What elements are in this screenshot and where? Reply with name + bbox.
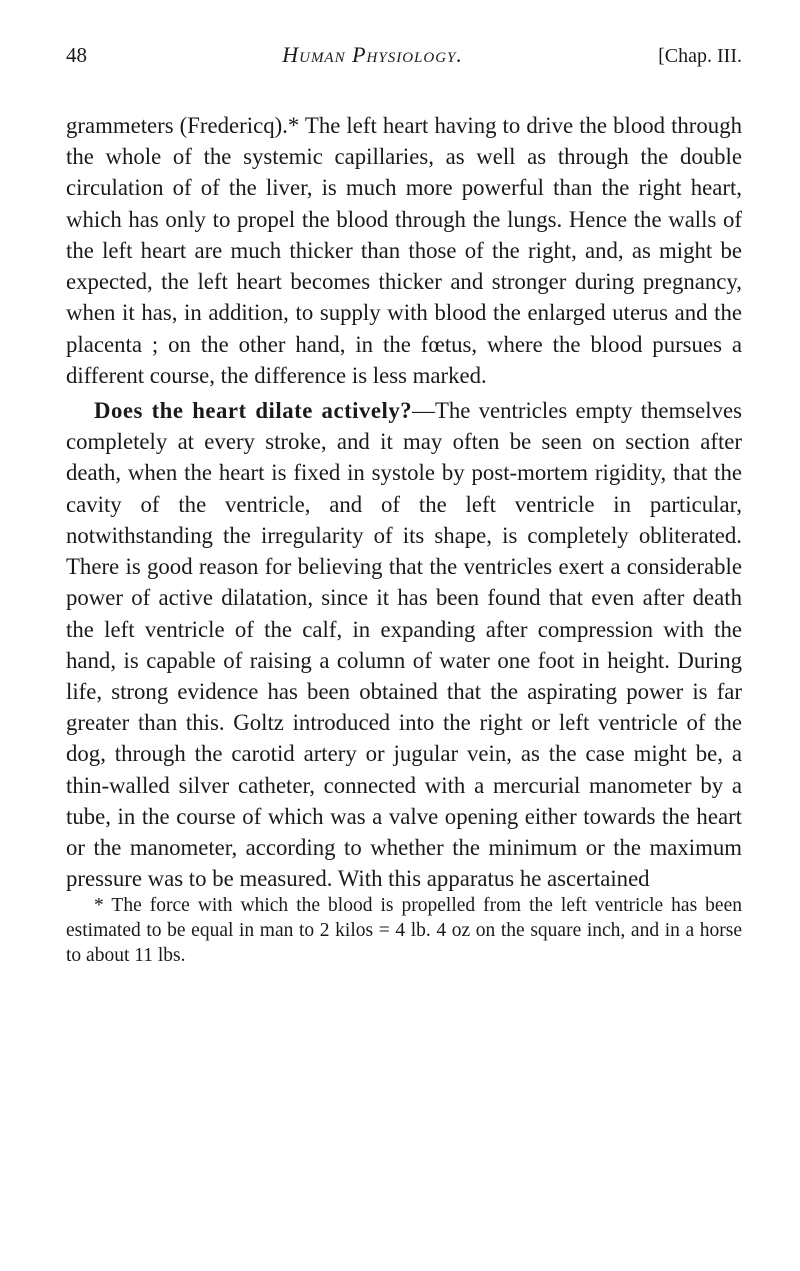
paragraph-2-heading: Does the heart dilate actively?	[94, 398, 412, 423]
page-header: 48 Human Physiology. [Chap. III.	[66, 42, 742, 68]
chapter-label: [Chap. III.	[658, 45, 742, 68]
book-title: Human Physiology.	[282, 42, 463, 68]
paragraph-1: grammeters (Fredericq).* The left heart …	[66, 110, 742, 391]
paragraph-2: Does the heart dilate actively?—The ven­…	[66, 395, 742, 895]
page-number: 48	[66, 43, 87, 68]
paragraph-2-body: —The ven­tricles empty themselves comple…	[66, 398, 742, 891]
footnote: * The force with which the blood is prop…	[66, 894, 742, 969]
